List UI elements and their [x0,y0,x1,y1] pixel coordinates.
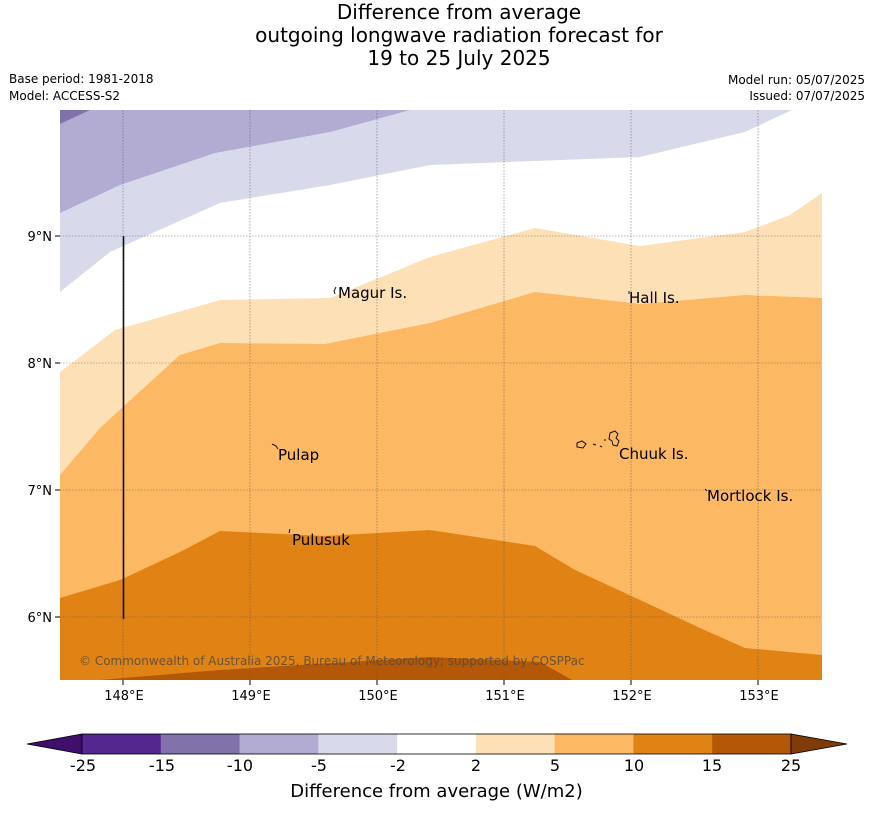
place-label-pulusuk: Pulusuk [292,531,350,549]
band-15-to-25 [100,657,572,680]
band-10-to-15 [60,530,822,680]
model-run-label: Model run: 05/07/2025 [727,73,865,87]
colorbar-swatch [318,734,398,754]
colorbar-swatch [633,734,713,754]
island-outlines [271,286,708,534]
lon-tick-152e: 152°E [612,689,652,704]
chart-title-line-1: Difference from average [336,0,582,24]
lon-tick-labels: 148°E 149°E 150°E 151°E 152°E 153°E [104,689,779,704]
colorbar-swatch [554,734,634,754]
colorbar-swatch [397,734,477,754]
magur-island-shape [333,286,337,295]
place-label-mortlock: Mortlock Is. [707,487,793,505]
lat-tick-9n: 9°N [28,230,53,245]
colorbar-label: -15 [148,756,176,775]
band-neg15-to-neg10 [60,110,90,124]
colorbar-swatches [26,733,848,755]
issued-label: Issued: 07/07/2025 [749,89,865,103]
lat-tick-marks [55,235,60,618]
colorbar-swatch [160,734,241,754]
colorbar-label: 5 [549,756,561,775]
colorbar-label: 15 [701,756,723,775]
lat-tick-labels: 9°N 8°N 7°N 6°N [28,230,53,626]
base-period-label: Base period: 1981-2018 [9,72,154,86]
colorbar-label: 2 [470,756,482,775]
colorbar-label: 25 [780,756,802,775]
place-labels: Magur Is. Hall Is. Pulap Chuuk Is. Mortl… [278,284,793,549]
pulap-island-shape [271,443,279,450]
mortlock-island-shape [704,488,708,492]
place-label-hall: Hall Is. [629,289,680,307]
lat-tick-8n: 8°N [28,357,53,372]
colorbar-frame [81,733,792,755]
colorbar-label: -2 [390,756,406,775]
lon-tick-148e: 148°E [104,689,144,704]
colorbar-swatch [82,734,162,754]
lat-tick-7n: 7°N [28,484,53,499]
colorbar-extension-high [790,733,848,755]
lon-tick-151e: 151°E [485,689,525,704]
chart-title-line-3: 19 to 25 July 2025 [367,46,551,70]
model-label: Model: ACCESS-S2 [9,89,121,103]
colorbar-label: -25 [69,756,97,775]
lon-tick-153e: 153°E [739,689,779,704]
copyright-notice: © Commonwealth of Australia 2025, Bureau… [79,654,585,668]
colorbar-extension-low [26,733,83,755]
place-label-pulap: Pulap [278,446,319,464]
colorbar-swatch [239,734,319,754]
pulusuk-island-shape [288,528,291,534]
colorbar-label: -5 [311,756,327,775]
colorbar-swatch [712,734,792,754]
contour-fills [60,110,822,680]
lon-tick-150e: 150°E [358,689,398,704]
chart-title-line-2: outgoing longwave radiation forecast for [255,23,663,47]
colorbar-label: 10 [623,756,645,775]
lon-tick-149e: 149°E [231,689,271,704]
colorbar-label: -10 [226,756,254,775]
colorbar-title: Difference from average (W/m2) [290,781,583,802]
chuuk-lagoon-shape [576,430,620,449]
place-label-magur: Magur Is. [338,284,407,302]
band-neg5-to-neg2 [60,110,792,292]
band-neg10-to-neg5 [60,110,410,213]
lon-tick-marks [122,680,759,685]
colorbar-swatch [475,734,556,754]
lat-tick-6n: 6°N [28,611,53,626]
olr-anomaly-map: Magur Is. Hall Is. Pulap Chuuk Is. Mortl… [28,110,822,704]
place-label-chuuk: Chuuk Is. [619,445,688,463]
